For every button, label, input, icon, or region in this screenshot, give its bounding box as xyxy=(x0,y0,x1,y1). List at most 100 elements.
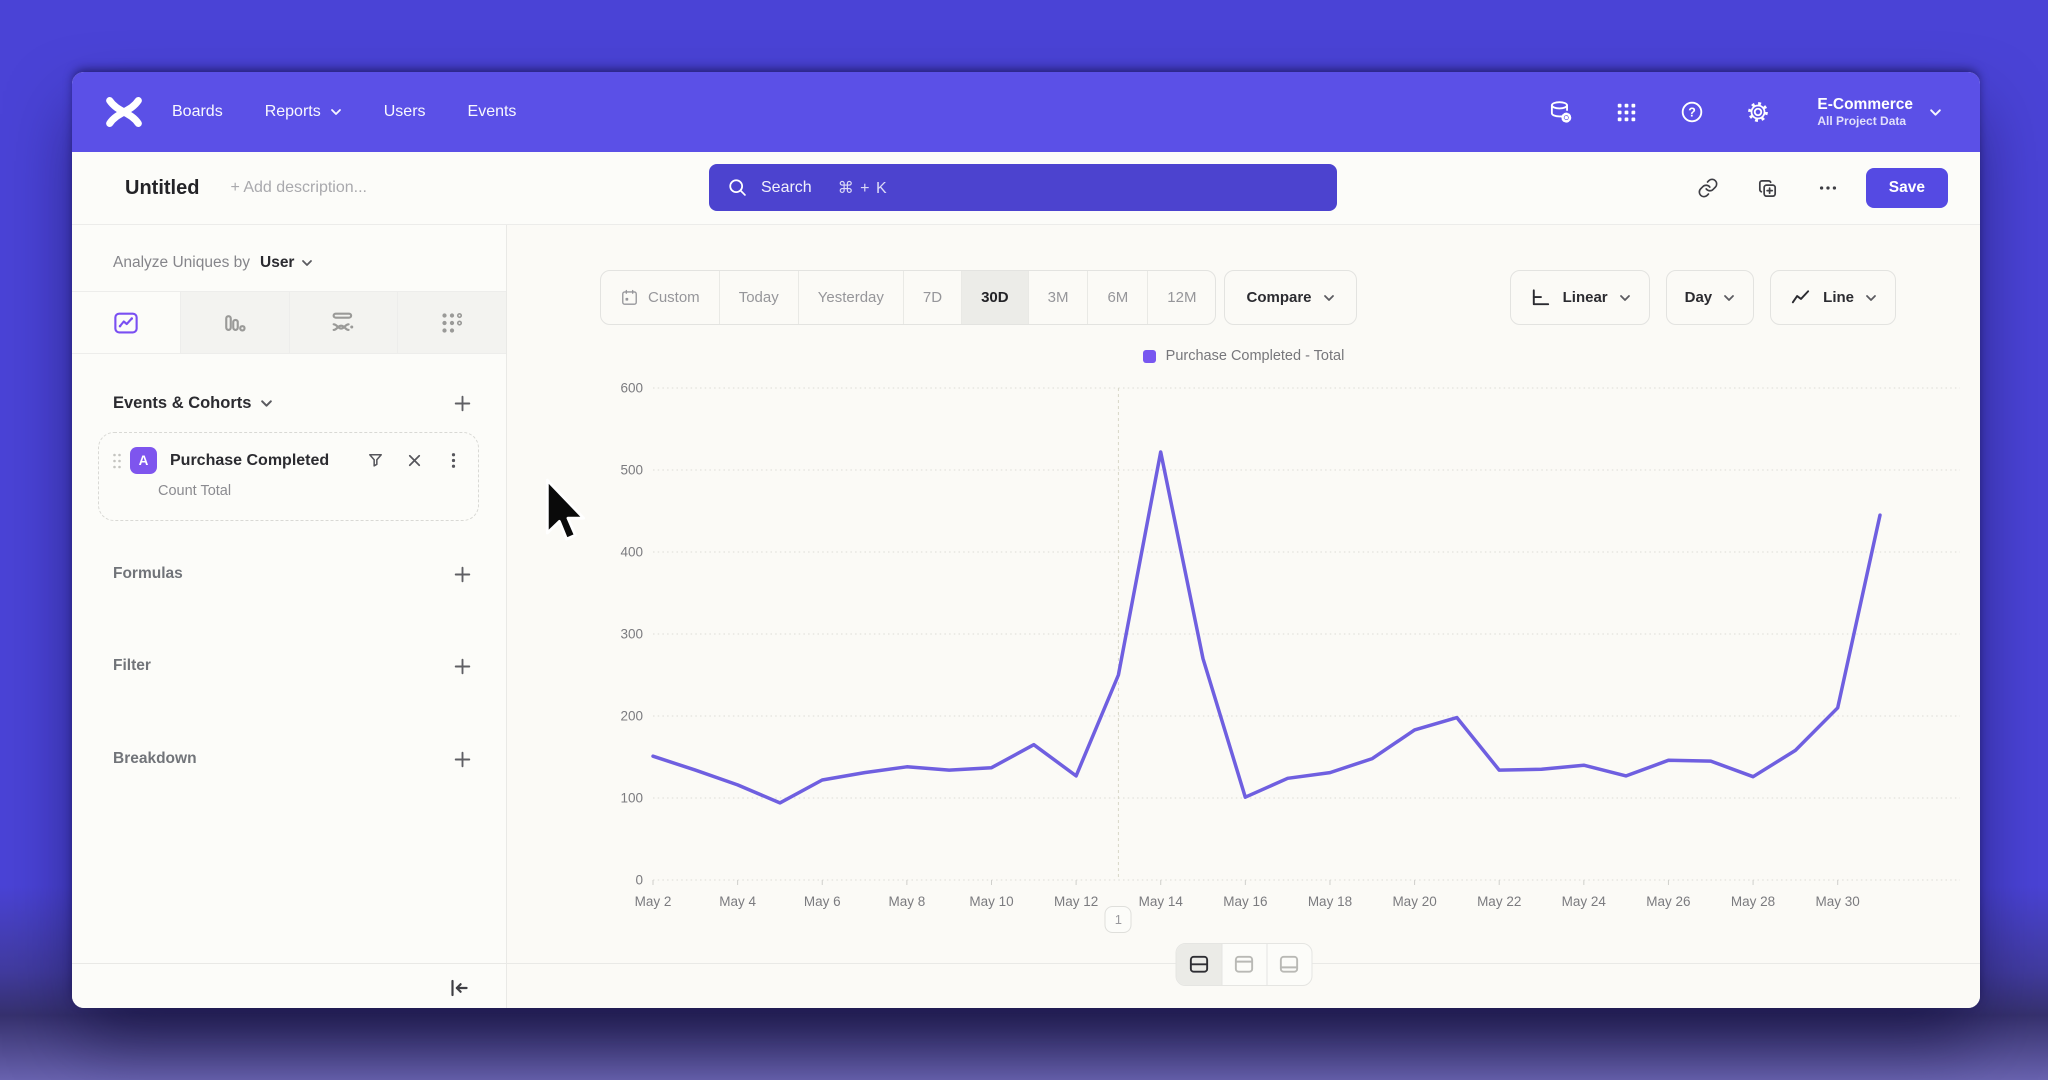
line-chart-icon xyxy=(1789,286,1812,309)
nav-item-reports[interactable]: Reports xyxy=(265,103,342,121)
settings-gear-icon[interactable] xyxy=(1745,99,1771,125)
layout-split-horizontal-icon[interactable] xyxy=(1176,944,1221,985)
x-axis-tick-label: May 2 xyxy=(635,894,672,909)
interval-dropdown[interactable]: Day xyxy=(1665,270,1755,325)
copy-link-icon[interactable] xyxy=(1696,176,1720,200)
range-today[interactable]: Today xyxy=(718,271,798,324)
y-axis-tick-label: 300 xyxy=(620,627,643,642)
project-scope: All Project Data xyxy=(1817,114,1907,129)
y-axis-tick-label: 0 xyxy=(635,873,643,888)
event-metric-label[interactable]: Count Total xyxy=(158,483,232,499)
chevron-down-icon xyxy=(1323,294,1335,302)
layout-panel-top-icon[interactable] xyxy=(1221,944,1266,985)
chevron-down-icon xyxy=(1929,108,1942,117)
add-description-field[interactable]: + Add description... xyxy=(230,179,367,196)
legend-label: Purchase Completed - Total xyxy=(1165,348,1345,364)
topnav-right-cluster: ? E-Commerce All Project Data xyxy=(1547,95,1942,129)
nav-item-boards[interactable]: Boards xyxy=(172,103,223,120)
x-axis-tick-label: May 4 xyxy=(719,894,756,909)
query-builder-sidebar: Analyze Uniques by User xyxy=(72,225,507,1008)
x-axis-tick-label: May 24 xyxy=(1562,894,1607,909)
apps-grid-icon[interactable] xyxy=(1613,99,1639,125)
event-series-badge: A xyxy=(130,447,157,474)
add-breakdown-button[interactable] xyxy=(450,747,474,771)
chart-type-label: Line xyxy=(1823,289,1854,306)
range-30d[interactable]: 30D xyxy=(961,271,1028,324)
more-options-icon[interactable] xyxy=(1816,176,1840,200)
calendar-icon xyxy=(620,288,639,307)
range-7d[interactable]: 7D xyxy=(902,271,961,324)
chevron-down-icon xyxy=(1619,294,1631,302)
compare-dropdown[interactable]: Compare xyxy=(1224,270,1357,325)
analyze-uniques-row: Analyze Uniques by User xyxy=(113,254,465,272)
add-formulas-button[interactable] xyxy=(450,562,474,586)
chart-type-dropdown[interactable]: Line xyxy=(1770,270,1896,325)
tab-insights-line[interactable] xyxy=(72,292,180,353)
section-label: Formulas xyxy=(113,565,183,582)
tab-bar-chart[interactable] xyxy=(179,292,289,353)
x-axis-tick-label: May 18 xyxy=(1308,894,1352,909)
search-placeholder: Search xyxy=(761,178,812,196)
linear-axis-icon xyxy=(1529,286,1552,309)
report-title[interactable]: Untitled xyxy=(125,176,200,199)
section-row-formulas: Formulas xyxy=(113,561,474,587)
app-window: Boards Reports Users Events Search ⌘ + K xyxy=(72,72,1980,1008)
series-line[interactable] xyxy=(651,450,1882,805)
chevron-down-icon xyxy=(1865,294,1877,302)
drag-handle-icon[interactable] xyxy=(111,448,123,474)
nav-item-events[interactable]: Events xyxy=(467,103,517,120)
chevron-down-icon xyxy=(260,399,273,408)
chart-legend: Purchase Completed - Total xyxy=(507,348,1980,364)
legend-swatch xyxy=(1142,349,1156,363)
analyze-entity-dropdown[interactable]: User xyxy=(260,254,295,271)
section-label: Filter xyxy=(113,657,151,674)
tab-retention[interactable] xyxy=(397,292,506,353)
events-cohorts-label[interactable]: Events & Cohorts xyxy=(113,393,252,412)
x-axis-tick-label: May 28 xyxy=(1731,894,1775,909)
save-button[interactable]: Save xyxy=(1865,168,1948,208)
y-axis-tick-label: 600 xyxy=(620,381,643,396)
range-6m[interactable]: 6M xyxy=(1087,271,1147,324)
add-filter-button[interactable] xyxy=(450,654,474,678)
range-custom[interactable]: Custom xyxy=(601,271,719,324)
search-icon xyxy=(727,177,748,198)
nav-item-users[interactable]: Users xyxy=(383,103,426,120)
filter-funnel-icon[interactable] xyxy=(364,450,386,472)
data-management-icon[interactable] xyxy=(1547,99,1573,125)
mixpanel-logo-icon[interactable] xyxy=(102,92,146,132)
chevron-down-icon xyxy=(330,108,342,116)
range-3m[interactable]: 3M xyxy=(1027,271,1088,324)
layout-panel-bottom-icon[interactable] xyxy=(1266,944,1311,985)
event-more-options-icon[interactable] xyxy=(442,450,464,472)
duplicate-icon[interactable] xyxy=(1756,176,1780,200)
remove-event-icon[interactable] xyxy=(403,450,425,472)
chart-display-controls: Linear Day xyxy=(1509,270,1896,325)
tab-flows[interactable] xyxy=(288,292,398,353)
collapse-sidebar-icon[interactable] xyxy=(446,975,472,1001)
add-event-button[interactable] xyxy=(450,391,474,415)
x-axis-tick-label: May 6 xyxy=(804,894,841,909)
help-icon[interactable]: ? xyxy=(1679,99,1705,125)
content-area: Analyze Uniques by User xyxy=(72,225,1980,1008)
event-card[interactable]: A Purchase Completed xyxy=(98,432,479,521)
y-axis-tick-label: 200 xyxy=(620,709,643,724)
range-12m[interactable]: 12M xyxy=(1147,271,1215,324)
line-chart: 0 100 200 300 400 500 600 May 2 May 4 May 6 May 8 M… xyxy=(620,381,1960,909)
range-yesterday[interactable]: Yesterday xyxy=(797,271,903,324)
search-input[interactable]: Search ⌘ + K xyxy=(709,164,1337,211)
report-actions xyxy=(1696,176,1840,200)
annotation-marker[interactable]: 1 xyxy=(1104,906,1132,933)
top-navbar: Boards Reports Users Events Search ⌘ + K xyxy=(72,72,1980,211)
chart-toolbar: Custom Today Yesterday 7D 30D 3M 6M 12M Compare xyxy=(600,270,1896,325)
section-row-filter: Filter xyxy=(113,653,474,679)
sidebar-footer xyxy=(72,963,506,1008)
section-label: Breakdown xyxy=(113,750,197,767)
x-axis-tick-label: May 20 xyxy=(1392,894,1436,909)
event-name[interactable]: Purchase Completed xyxy=(170,451,330,469)
search-shortcut: ⌘ + K xyxy=(837,179,888,197)
svg-text:?: ? xyxy=(1689,106,1697,120)
scale-dropdown[interactable]: Linear xyxy=(1509,270,1650,325)
x-axis-tick-label: May 30 xyxy=(1816,894,1860,909)
project-selector[interactable]: E-Commerce All Project Data xyxy=(1817,95,1942,129)
